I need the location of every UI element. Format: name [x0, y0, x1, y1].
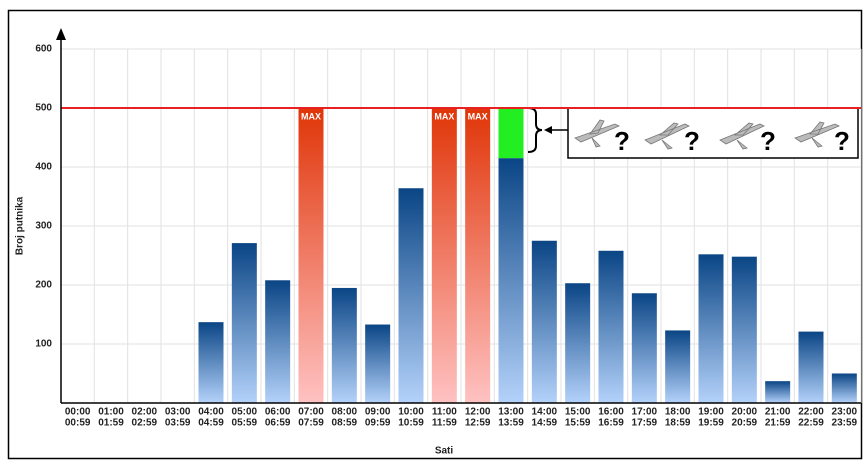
x-tick-label: 07:00 — [298, 407, 324, 418]
x-tick-label: 20:00 — [732, 407, 758, 418]
bar — [398, 188, 424, 403]
x-tick-label: 01:00 — [98, 407, 124, 418]
question-mark: ? — [684, 126, 700, 156]
x-tick-label: 02:00 — [132, 407, 158, 418]
x-tick-label: 01:59 — [98, 418, 124, 429]
bar — [598, 250, 624, 403]
x-tick-label: 04:59 — [198, 418, 224, 429]
x-tick-label: 08:00 — [332, 407, 358, 418]
bar — [431, 108, 457, 403]
x-tick-label: 09:00 — [365, 407, 391, 418]
bar — [698, 254, 724, 403]
bar — [498, 158, 524, 403]
x-tick-label: 16:59 — [598, 418, 624, 429]
x-tick-label: 15:59 — [565, 418, 591, 429]
x-tick-label: 13:00 — [498, 407, 524, 418]
bar — [331, 287, 357, 403]
x-tick-label: 02:59 — [132, 418, 158, 429]
bar — [631, 293, 657, 403]
x-tick-label: 20:59 — [732, 418, 758, 429]
capacity-gap — [498, 108, 524, 159]
question-mark: ? — [760, 126, 776, 156]
bar — [798, 331, 824, 403]
x-tick-label: 16:00 — [598, 407, 624, 418]
x-tick-label: 22:59 — [798, 418, 824, 429]
x-tick-label: 10:59 — [398, 418, 424, 429]
x-tick-label: 17:00 — [632, 407, 658, 418]
bar — [565, 283, 591, 403]
x-tick-label: 18:00 — [665, 407, 691, 418]
x-tick-label: 08:59 — [332, 418, 358, 429]
x-tick-label: 21:00 — [765, 407, 791, 418]
bar — [831, 373, 857, 403]
x-axis-title: Sati — [435, 446, 454, 457]
bar — [465, 108, 491, 403]
x-tick-label: 23:00 — [832, 407, 858, 418]
bar — [765, 381, 791, 403]
x-tick-label: 13:59 — [498, 418, 524, 429]
x-tick-label: 18:59 — [665, 418, 691, 429]
x-tick-label: 10:00 — [398, 407, 424, 418]
x-tick-label: 23:59 — [832, 418, 858, 429]
x-tick-label: 03:00 — [165, 407, 191, 418]
x-tick-label: 12:00 — [465, 407, 491, 418]
x-tick-label: 00:59 — [65, 418, 91, 429]
question-mark: ? — [834, 126, 850, 156]
y-tick-label: 300 — [35, 221, 52, 232]
bar — [731, 256, 757, 403]
x-tick-label: 11:59 — [432, 418, 457, 429]
bar — [265, 280, 291, 403]
value-label: MAX — [468, 111, 488, 121]
bar — [365, 324, 391, 403]
x-tick-label: 14:59 — [532, 418, 558, 429]
y-tick-label: 100 — [35, 339, 52, 350]
x-tick-label: 14:00 — [532, 407, 558, 418]
y-tick-label: 400 — [35, 162, 52, 173]
y-tick-label: 200 — [35, 280, 52, 291]
x-tick-label: 22:00 — [798, 407, 824, 418]
x-tick-label: 12:59 — [465, 418, 491, 429]
question-mark: ? — [614, 126, 630, 156]
x-tick-label: 17:59 — [632, 418, 658, 429]
x-tick-label: 03:59 — [165, 418, 191, 429]
bar — [531, 240, 557, 403]
x-tick-label: 00:00 — [65, 407, 91, 418]
bar — [231, 243, 257, 403]
bar — [198, 322, 224, 403]
y-axis-arrow — [56, 28, 66, 40]
x-tick-label: 15:00 — [565, 407, 591, 418]
x-tick-label: 04:00 — [198, 407, 224, 418]
x-tick-label: 09:59 — [365, 418, 391, 429]
y-tick-label: 600 — [35, 44, 52, 55]
bar — [298, 108, 324, 403]
x-tick-label: 05:59 — [232, 418, 258, 429]
bar — [665, 330, 691, 403]
y-tick-label: 500 — [35, 103, 52, 114]
value-label: MAX — [434, 111, 454, 121]
x-tick-label: 21:59 — [765, 418, 791, 429]
x-tick-label: 06:59 — [265, 418, 291, 429]
x-tick-label: 05:00 — [232, 407, 258, 418]
x-tick-label: 06:00 — [265, 407, 291, 418]
x-tick-label: 07:59 — [298, 418, 324, 429]
x-tick-label: 11:00 — [432, 407, 457, 418]
x-tick-label: 19:00 — [698, 407, 724, 418]
y-axis-title: Broj putnika — [15, 196, 26, 255]
value-label: MAX — [301, 111, 321, 121]
x-tick-label: 19:59 — [698, 418, 724, 429]
callout: ???? — [527, 107, 859, 159]
